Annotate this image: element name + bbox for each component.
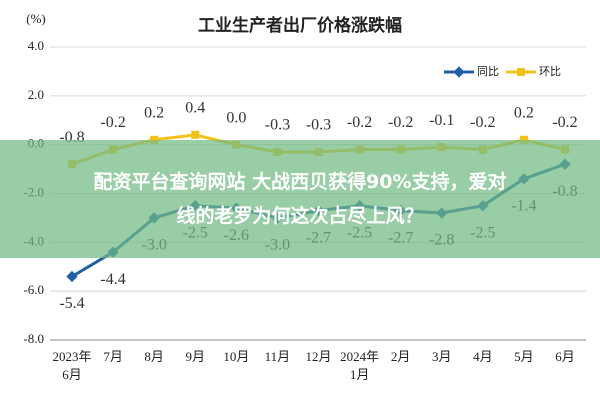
y-tick-label: -8.0: [23, 331, 44, 346]
data-label: -0.2: [552, 114, 577, 131]
data-label: 0.2: [144, 104, 164, 121]
data-label: -0.3: [306, 117, 331, 134]
legend-label: 同比: [477, 65, 499, 78]
data-label: -0.1: [429, 112, 454, 129]
banner-text: 配资平台查询网站 大战西贝获得90%支持，爱对: [93, 171, 507, 193]
banner-text: 线的老罗为何这次占尽上风？: [176, 205, 424, 227]
x-tick-label: 6月: [555, 349, 575, 364]
data-label: -0.2: [347, 114, 372, 131]
data-label: -0.2: [388, 114, 413, 131]
x-tick-label: 2月: [390, 349, 411, 364]
data-label: 0.4: [185, 100, 205, 117]
marker: [519, 135, 528, 144]
x-tick-label: 3月: [431, 349, 452, 364]
x-tick-label: 2024年1月: [340, 349, 380, 382]
data-label: -5.4: [59, 295, 84, 312]
data-label: 0.0: [226, 109, 246, 126]
data-label: -0.3: [265, 117, 290, 134]
y-axis-label: (%): [26, 11, 46, 26]
marker: [191, 130, 200, 139]
data-label: -0.2: [100, 114, 125, 131]
x-tick-label: 8月: [144, 349, 164, 364]
legend-marker: [517, 68, 525, 76]
y-tick-label: -6.0: [23, 282, 44, 297]
overlay-banner: 配资平台查询网站 大战西贝获得90%支持，爱对 线的老罗为何这次占尽上风？: [0, 140, 600, 258]
legend-marker: [453, 66, 465, 78]
data-label: -0.2: [470, 114, 495, 131]
x-tick-label: 4月: [473, 349, 493, 364]
x-tick-label: 9月: [185, 349, 205, 364]
y-tick-label: 4.0: [28, 38, 44, 53]
y-tick-label: 2.0: [28, 87, 44, 102]
chart-title: 工业生产者出厂价格涨跌幅: [198, 15, 402, 36]
x-tick-label: 12月: [305, 349, 332, 364]
x-tick-label: 2023年6月: [52, 349, 92, 382]
x-tick-label: 5月: [514, 349, 534, 364]
x-tick-label: 10月: [223, 349, 250, 364]
data-label: -4.4: [100, 271, 125, 288]
x-tick-label: 7月: [103, 349, 123, 364]
x-tick-label: 11月: [264, 349, 291, 364]
legend-label: 环比: [539, 65, 561, 78]
marker: [150, 135, 159, 144]
data-label: 0.2: [514, 104, 534, 121]
